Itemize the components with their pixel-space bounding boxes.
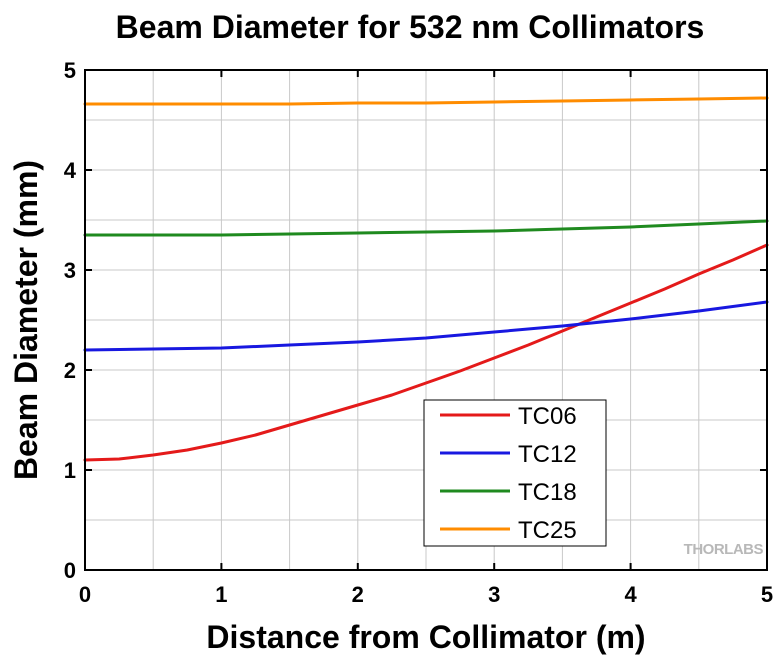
thorlabs-watermark: THORLABS	[684, 541, 764, 558]
legend-label-tc06: TC06	[518, 403, 577, 430]
x-tick-label: 1	[215, 582, 227, 607]
y-tick-label: 2	[64, 358, 76, 383]
x-tick-label: 2	[352, 582, 364, 607]
x-axis-title: Distance from Collimator (m)	[206, 619, 645, 655]
x-tick-label: 5	[761, 582, 773, 607]
series-line-tc06	[83, 243, 769, 462]
legend-box	[423, 399, 607, 547]
legend-label-tc18: TC18	[518, 479, 577, 506]
y-tick-label: 1	[64, 458, 76, 483]
legend-label-tc12: TC12	[518, 441, 577, 468]
legend-items: TC06 TC12 TC18 TC25	[440, 403, 577, 544]
y-tick-label: 4	[64, 158, 77, 183]
series-layer	[83, 96, 769, 462]
x-tick-label: 3	[488, 582, 500, 607]
y-tick-label: 0	[64, 558, 76, 583]
legend-label-tc25: TC25	[518, 517, 577, 544]
y-axis-title: Beam Diameter (mm)	[8, 160, 44, 480]
plot-border	[84, 69, 768, 571]
x-tick-label: 0	[79, 582, 91, 607]
legend: TC06 TC12 TC18 TC25	[423, 399, 607, 547]
y-tick-label: 5	[64, 58, 76, 83]
tick-layer: 0 1 2 3 4 5 0 1 2 3 4 5	[64, 58, 773, 607]
series-line-tc25	[83, 96, 769, 106]
chart-title: Beam Diameter for 532 nm Collimators	[116, 9, 705, 45]
series-line-tc12	[83, 300, 769, 352]
y-tick-label: 3	[64, 258, 76, 283]
x-tick-label: 4	[624, 582, 637, 607]
series-line-tc18	[83, 219, 769, 237]
